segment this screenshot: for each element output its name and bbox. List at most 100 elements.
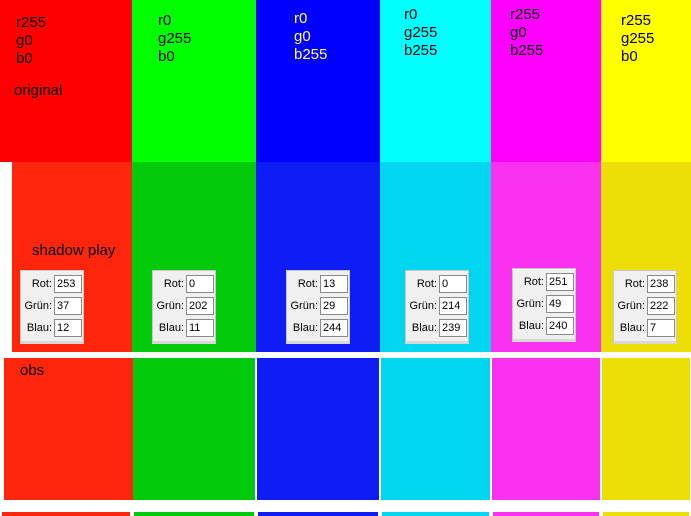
field-value: 214 [439, 297, 467, 315]
field-value: 202 [186, 297, 214, 315]
field-value: 12 [54, 319, 82, 337]
color-label: r255 g0 b255 [510, 6, 543, 60]
color-dialog: Rot: 253 Grün: 37 Blau: 12 [20, 270, 84, 344]
color-dialog: Rot: 13 Grün: 29 Blau: 244 [286, 270, 350, 344]
color-dialog: Rot: 0 Grün: 214 Blau: 239 [405, 270, 469, 344]
label-line: g255 [158, 30, 192, 47]
field-row: Rot: 251 [513, 271, 575, 293]
field-label: Rot: [523, 276, 544, 288]
label-line: g0 [16, 32, 33, 49]
color-label: r0 g255 b0 [158, 12, 191, 66]
label-line: g0 [510, 24, 527, 41]
field-row: Grün: 202 [153, 295, 215, 317]
field-value: 0 [439, 275, 467, 293]
obs-edge [258, 512, 378, 516]
field-row: Grün: 29 [287, 295, 349, 317]
field-row: Blau: 240 [513, 315, 575, 337]
original-swatch [491, 0, 601, 162]
label-line: b0 [621, 48, 638, 65]
field-value: 11 [186, 319, 214, 337]
original-swatch [256, 0, 380, 162]
field-row: Grün: 222 [614, 295, 676, 317]
field-row: Rot: 238 [614, 273, 676, 295]
separator [4, 352, 691, 358]
field-row: Rot: 13 [287, 273, 349, 295]
field-value: 239 [439, 319, 467, 337]
field-row: Blau: 11 [153, 317, 215, 339]
obs-swatch [381, 358, 490, 500]
field-row: Rot: 0 [406, 273, 468, 295]
field-value: 37 [54, 297, 82, 315]
field-value: 29 [320, 297, 348, 315]
field-label: Blau: [292, 322, 318, 334]
field-label: Grün: [156, 300, 184, 312]
label-line: g255 [404, 24, 438, 41]
field-value: 49 [546, 295, 574, 313]
obs-edge [493, 512, 599, 516]
field-row: Rot: 0 [153, 273, 215, 295]
label-line: r255 [621, 12, 652, 29]
field-label: Rot: [163, 278, 184, 290]
field-label: Grün: [24, 300, 52, 312]
label-line: g255 [621, 30, 655, 47]
field-label: Blau: [411, 322, 437, 334]
field-row: Grün: 49 [513, 293, 575, 315]
original-swatch [380, 0, 491, 162]
obs-swatch [602, 358, 690, 500]
field-row: Rot: 253 [21, 273, 83, 295]
label-line: b0 [158, 48, 175, 65]
label-line: b0 [16, 50, 33, 67]
field-value: 222 [647, 297, 675, 315]
field-label: Grün: [617, 300, 645, 312]
color-label: r255 g255 b0 [621, 12, 654, 66]
field-label: Blau: [619, 322, 645, 334]
field-value: 7 [647, 319, 675, 337]
color-dialog: Rot: 251 Grün: 49 Blau: 240 [512, 268, 576, 342]
obs-edge [134, 512, 254, 516]
label-line: r255 [16, 14, 47, 31]
field-label: Blau: [158, 322, 184, 334]
color-dialog: Rot: 0 Grün: 202 Blau: 11 [152, 270, 216, 344]
field-label: Blau: [26, 322, 52, 334]
field-row: Blau: 239 [406, 317, 468, 339]
original-swatch [132, 0, 256, 162]
field-label: Grün: [290, 300, 318, 312]
row-label-obs: obs [20, 362, 45, 379]
field-row: Blau: 12 [21, 317, 83, 339]
field-value: 240 [546, 317, 574, 335]
field-row: Grün: 214 [406, 295, 468, 317]
original-swatch [0, 0, 132, 162]
color-label: r255 g0 b0 [16, 14, 46, 68]
label-line: g0 [294, 28, 311, 45]
field-value: 244 [320, 319, 348, 337]
color-label: r0 g0 b255 [294, 10, 327, 64]
label-line: b255 [510, 42, 544, 59]
label-line: b255 [294, 46, 328, 63]
field-value: 0 [186, 275, 214, 293]
field-label: Rot: [624, 278, 645, 290]
label-line: r0 [294, 10, 308, 27]
field-row: Blau: 244 [287, 317, 349, 339]
label-line: r0 [404, 6, 418, 23]
row-label-original: original [14, 82, 63, 99]
color-label: r0 g255 b255 [404, 6, 437, 60]
label-line: b255 [404, 42, 438, 59]
field-value: 253 [54, 275, 82, 293]
field-label: Rot: [416, 278, 437, 290]
obs-swatch [4, 358, 134, 500]
original-swatch [601, 0, 691, 162]
field-label: Blau: [518, 320, 544, 332]
field-value: 251 [546, 273, 574, 291]
field-value: 13 [320, 275, 348, 293]
obs-edge [2, 512, 130, 516]
obs-edge [603, 512, 689, 516]
obs-edge [382, 512, 489, 516]
obs-swatch [257, 358, 379, 500]
field-label: Grün: [409, 300, 437, 312]
field-row: Blau: 7 [614, 317, 676, 339]
field-row: Grün: 37 [21, 295, 83, 317]
field-label: Grün: [516, 298, 544, 310]
field-label: Rot: [297, 278, 318, 290]
bottom-strip [0, 500, 691, 512]
